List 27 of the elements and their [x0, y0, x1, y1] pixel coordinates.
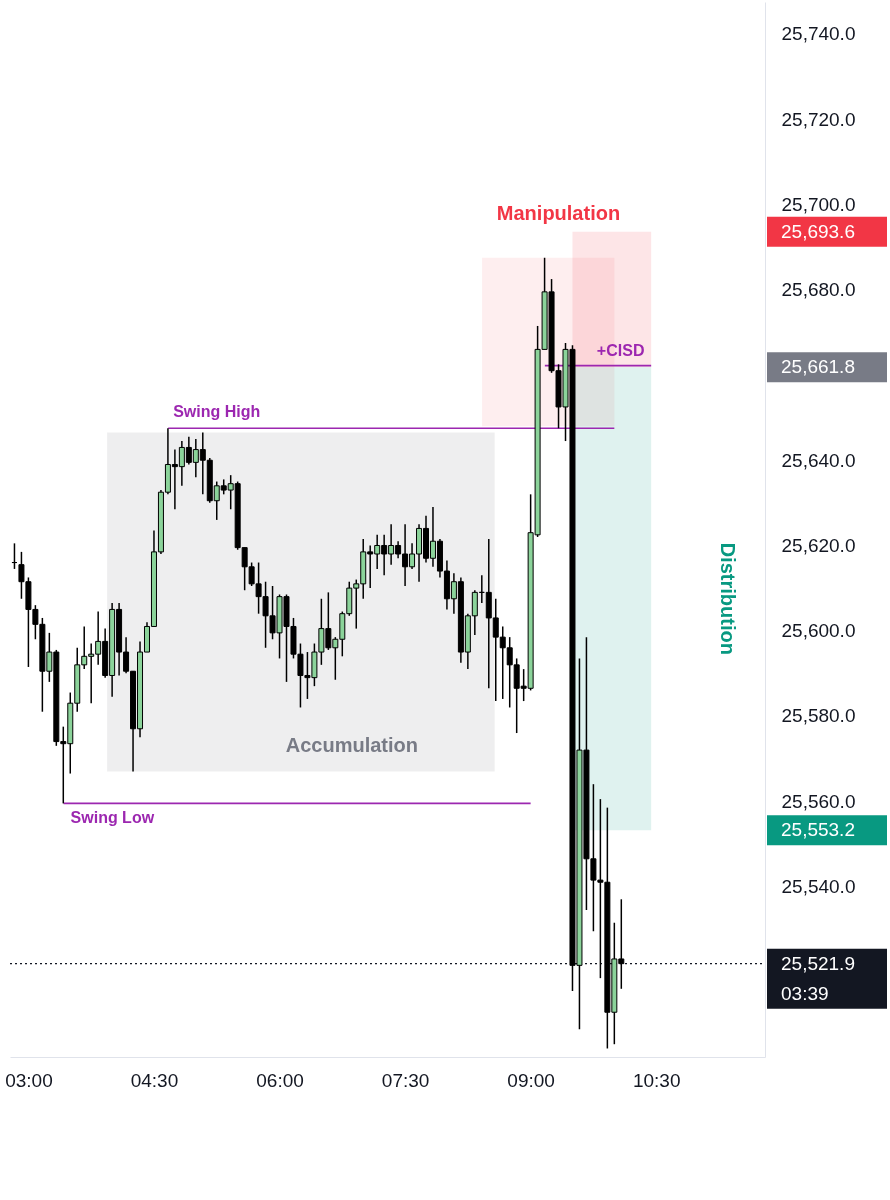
- y-tick-label: 25,620.0: [781, 534, 856, 556]
- y-tick-label: 25,553.2: [781, 819, 855, 841]
- x-tick-label: 10:30: [632, 1069, 681, 1091]
- text: 03:39: [781, 982, 829, 1004]
- y-tick-label: 25,580.0: [781, 705, 856, 727]
- x-tick-label: 09:00: [507, 1069, 555, 1091]
- y-tick-label: 25,540.0: [781, 875, 856, 897]
- y-tick-label: 25,680.0: [781, 279, 856, 301]
- y-tick-label: 25,693.6: [781, 220, 855, 242]
- legend-label: Accumulation: [285, 734, 418, 757]
- legend-label: Distribution: [717, 542, 740, 655]
- x-tick-label: 03:00: [5, 1069, 53, 1091]
- x-tick-label: 04:30: [130, 1069, 179, 1091]
- y-tick-label: 25,740.0: [781, 23, 856, 45]
- y-tick-label: 25,600.0: [781, 620, 856, 642]
- x-tick-label: 07:30: [381, 1069, 430, 1091]
- y-tick-label: 25,560.0: [781, 790, 856, 812]
- y-tick-label: 25,700.0: [781, 193, 856, 215]
- series-label: Swing Low: [70, 809, 155, 827]
- series-label: Swing High: [173, 403, 261, 421]
- y-tick-label: 25,640.0: [781, 449, 856, 471]
- series-label: +CISD: [596, 341, 645, 359]
- ref-line-label: 25,521.9: [781, 952, 855, 974]
- y-tick-label: 25,720.0: [781, 108, 856, 130]
- y-tick-label: 25,661.8: [781, 356, 855, 378]
- legend-label: Manipulation: [496, 201, 621, 224]
- x-tick-label: 06:00: [256, 1069, 304, 1091]
